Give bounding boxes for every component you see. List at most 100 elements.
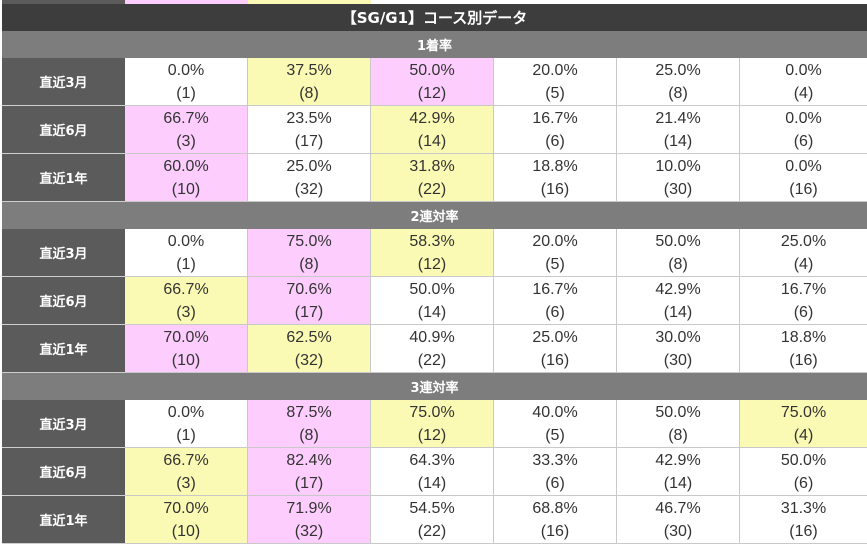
rate-value: 75.0% bbox=[780, 403, 827, 421]
stat-cell: 50.0% (12) bbox=[371, 58, 494, 106]
race-count: (17) bbox=[294, 132, 324, 150]
rate-value: 25.0% bbox=[780, 232, 827, 250]
rate-value: 75.0% bbox=[286, 232, 332, 250]
stat-cell: 16.7% (6) bbox=[740, 277, 867, 325]
stat-cell: 18.8% (16) bbox=[494, 154, 617, 202]
rate-value: 16.7% bbox=[532, 109, 578, 127]
rate-value: 64.3% bbox=[409, 451, 455, 469]
section-header: 3連対率 bbox=[2, 373, 867, 400]
rate-value: 82.4% bbox=[286, 451, 332, 469]
rate-value: 37.5% bbox=[286, 61, 332, 79]
race-count: (4) bbox=[793, 84, 814, 102]
stat-cell: 20.0% (5) bbox=[494, 229, 617, 277]
rate-value: 50.0% bbox=[409, 61, 455, 79]
stat-cell: 42.9% (14) bbox=[371, 106, 494, 154]
rate-value: 18.8% bbox=[532, 157, 578, 175]
stat-cell: 62.5% (32) bbox=[248, 325, 371, 373]
rate-value: 58.3% bbox=[409, 232, 455, 250]
stat-cell: 60.0% (10) bbox=[125, 154, 248, 202]
rate-value: 16.7% bbox=[780, 280, 827, 298]
rate-value: 50.0% bbox=[655, 403, 701, 421]
race-count: (16) bbox=[789, 522, 818, 540]
rate-value: 25.0% bbox=[655, 61, 701, 79]
race-count: (22) bbox=[417, 522, 447, 540]
race-count: (16) bbox=[540, 351, 570, 369]
rate-value: 25.0% bbox=[286, 157, 332, 175]
race-count: (10) bbox=[171, 522, 201, 540]
stat-cell: 54.5% (22) bbox=[371, 496, 494, 544]
stat-cell: 23.5% (17) bbox=[248, 106, 371, 154]
race-count: (10) bbox=[171, 180, 201, 198]
stat-cell: 50.0% (6) bbox=[740, 448, 867, 496]
stat-cell: 87.5% (8) bbox=[248, 400, 371, 448]
stat-cell: 66.7% (3) bbox=[125, 277, 248, 325]
race-count: (16) bbox=[789, 351, 818, 369]
rate-value: 0.0% bbox=[785, 61, 822, 79]
stat-cell: 75.0% (8) bbox=[248, 229, 371, 277]
rate-value: 70.0% bbox=[163, 499, 209, 517]
previous-table-pink-edge bbox=[125, 0, 248, 4]
race-count: (30) bbox=[663, 180, 693, 198]
stat-cell: 50.0% (8) bbox=[617, 400, 740, 448]
race-count: (4) bbox=[793, 426, 814, 444]
race-count: (8) bbox=[668, 84, 688, 102]
rate-value: 0.0% bbox=[167, 232, 205, 250]
race-count: (22) bbox=[417, 351, 447, 369]
stat-cell: 71.9% (32) bbox=[248, 496, 371, 544]
race-count: (16) bbox=[540, 522, 570, 540]
stat-cell: 70.6% (17) bbox=[248, 277, 371, 325]
row-label: 直近6月 bbox=[2, 277, 125, 325]
race-count: (6) bbox=[793, 474, 814, 492]
race-count: (3) bbox=[176, 132, 196, 150]
rate-value: 68.8% bbox=[532, 499, 578, 517]
stat-cell: 42.9% (14) bbox=[617, 448, 740, 496]
race-count: (1) bbox=[176, 255, 196, 273]
race-count: (4) bbox=[793, 255, 814, 273]
rate-value: 70.0% bbox=[163, 328, 209, 346]
race-count: (8) bbox=[299, 84, 319, 102]
race-count: (30) bbox=[663, 351, 693, 369]
race-count: (5) bbox=[545, 426, 565, 444]
stat-cell: 50.0% (8) bbox=[617, 229, 740, 277]
race-count: (14) bbox=[663, 474, 693, 492]
stat-cell: 42.9% (14) bbox=[617, 277, 740, 325]
table-row: 直近6月 66.7% (3) 23.5% (17) 42.9% (14) 16.7% (6) 21… bbox=[2, 106, 867, 154]
stat-cell: 75.0% (4) bbox=[740, 400, 867, 448]
race-count: (16) bbox=[540, 180, 570, 198]
race-count: (14) bbox=[417, 474, 447, 492]
stat-cell: 0.0% (16) bbox=[740, 154, 867, 202]
race-count: (32) bbox=[294, 351, 324, 369]
stat-cell: 30.0% (30) bbox=[617, 325, 740, 373]
race-count: (6) bbox=[545, 303, 565, 321]
stat-cell: 20.0% (5) bbox=[494, 58, 617, 106]
rate-value: 0.0% bbox=[167, 61, 205, 79]
race-count: (14) bbox=[417, 132, 447, 150]
rate-value: 66.7% bbox=[163, 280, 209, 298]
rate-value: 20.0% bbox=[532, 61, 578, 79]
previous-table-edge bbox=[0, 0, 867, 4]
stat-cell: 37.5% (8) bbox=[248, 58, 371, 106]
rate-value: 40.9% bbox=[409, 328, 455, 346]
rate-value: 20.0% bbox=[532, 232, 578, 250]
previous-table-yellow-edge bbox=[248, 0, 371, 4]
rate-value: 60.0% bbox=[163, 157, 209, 175]
stat-cell: 70.0% (10) bbox=[125, 496, 248, 544]
rate-value: 50.0% bbox=[655, 232, 701, 250]
stat-cell: 40.0% (5) bbox=[494, 400, 617, 448]
race-count: (12) bbox=[417, 426, 447, 444]
rate-value: 50.0% bbox=[409, 280, 455, 298]
stat-cell: 46.7% (30) bbox=[617, 496, 740, 544]
race-count: (8) bbox=[299, 255, 319, 273]
rate-value: 0.0% bbox=[167, 403, 205, 421]
rate-value: 31.3% bbox=[780, 499, 827, 517]
rate-value: 0.0% bbox=[785, 109, 822, 127]
row-label: 直近1年 bbox=[2, 325, 125, 373]
race-count: (14) bbox=[663, 303, 693, 321]
table-row: 直近6月 66.7% (3) 82.4% (17) 64.3% (14) 33.3% (6) 42… bbox=[2, 448, 867, 496]
stat-cell: 18.8% (16) bbox=[740, 325, 867, 373]
row-label: 直近6月 bbox=[2, 106, 125, 154]
section-header: 2連対率 bbox=[2, 202, 867, 229]
rate-value: 30.0% bbox=[655, 328, 701, 346]
rate-value: 18.8% bbox=[780, 328, 827, 346]
rate-value: 50.0% bbox=[780, 451, 827, 469]
